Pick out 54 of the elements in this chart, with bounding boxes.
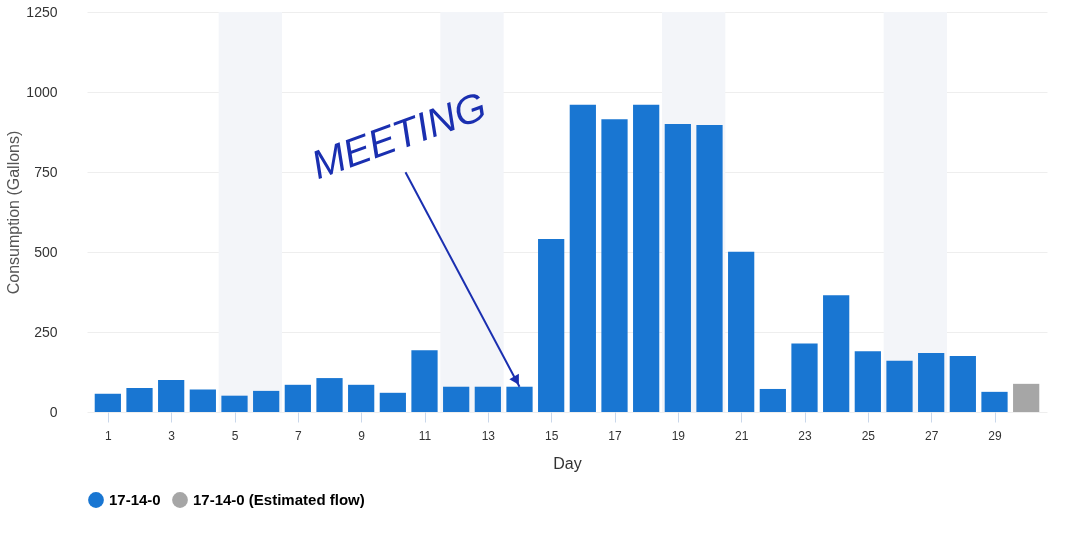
bar xyxy=(158,380,185,412)
x-tick-label: 9 xyxy=(358,428,366,443)
bar xyxy=(316,378,343,412)
bar xyxy=(284,384,311,412)
x-tick-label: 1 xyxy=(104,428,112,443)
legend-label: 17-14-0 (Estimated flow) xyxy=(193,491,365,508)
bar xyxy=(443,386,470,412)
x-tick-label: 11 xyxy=(418,428,432,443)
y-tick-label: 1250 xyxy=(26,3,58,20)
x-tick-label: 29 xyxy=(988,428,1002,443)
bar xyxy=(506,386,533,412)
bar xyxy=(981,391,1008,412)
y-tick-label: 750 xyxy=(34,163,58,180)
bar xyxy=(823,295,850,412)
x-tick-label: 3 xyxy=(168,428,176,443)
x-axis-title: Day xyxy=(553,454,582,472)
legend-label: 17-14-0 xyxy=(109,491,161,508)
y-tick-label: 0 xyxy=(49,403,58,420)
bar xyxy=(791,343,818,412)
x-tick-label: 13 xyxy=(481,428,496,443)
bar xyxy=(759,388,786,412)
bar xyxy=(126,388,153,412)
bar xyxy=(696,124,723,412)
bar xyxy=(601,119,628,412)
x-tick-label: 15 xyxy=(544,428,559,443)
bar xyxy=(411,350,438,412)
y-tick-label: 250 xyxy=(34,323,58,340)
x-tick-label: 5 xyxy=(231,428,239,443)
bar xyxy=(221,395,248,412)
bar xyxy=(348,384,375,412)
bar xyxy=(886,360,913,412)
bar xyxy=(728,251,755,412)
x-tick-label: 25 xyxy=(861,428,876,443)
y-tick-label: 1000 xyxy=(26,83,58,100)
bar xyxy=(379,392,406,412)
x-tick-label: 21 xyxy=(734,428,749,443)
bar xyxy=(94,393,121,412)
y-tick-label: 500 xyxy=(34,243,58,260)
x-tick-label: 23 xyxy=(798,428,812,443)
bar xyxy=(1013,383,1040,412)
bar xyxy=(664,124,691,412)
x-tick-label: 17 xyxy=(608,428,622,443)
bar xyxy=(569,104,596,412)
bar xyxy=(253,390,280,412)
bar xyxy=(538,238,565,412)
bar xyxy=(918,353,945,412)
bar xyxy=(949,356,976,412)
x-tick-label: 27 xyxy=(924,428,939,443)
x-tick-label: 7 xyxy=(294,428,302,443)
x-tick-label: 19 xyxy=(671,428,686,443)
bar xyxy=(854,351,881,412)
bar xyxy=(474,386,501,412)
y-axis-title: Consumption (Gallons) xyxy=(5,130,23,295)
bar xyxy=(189,389,216,412)
